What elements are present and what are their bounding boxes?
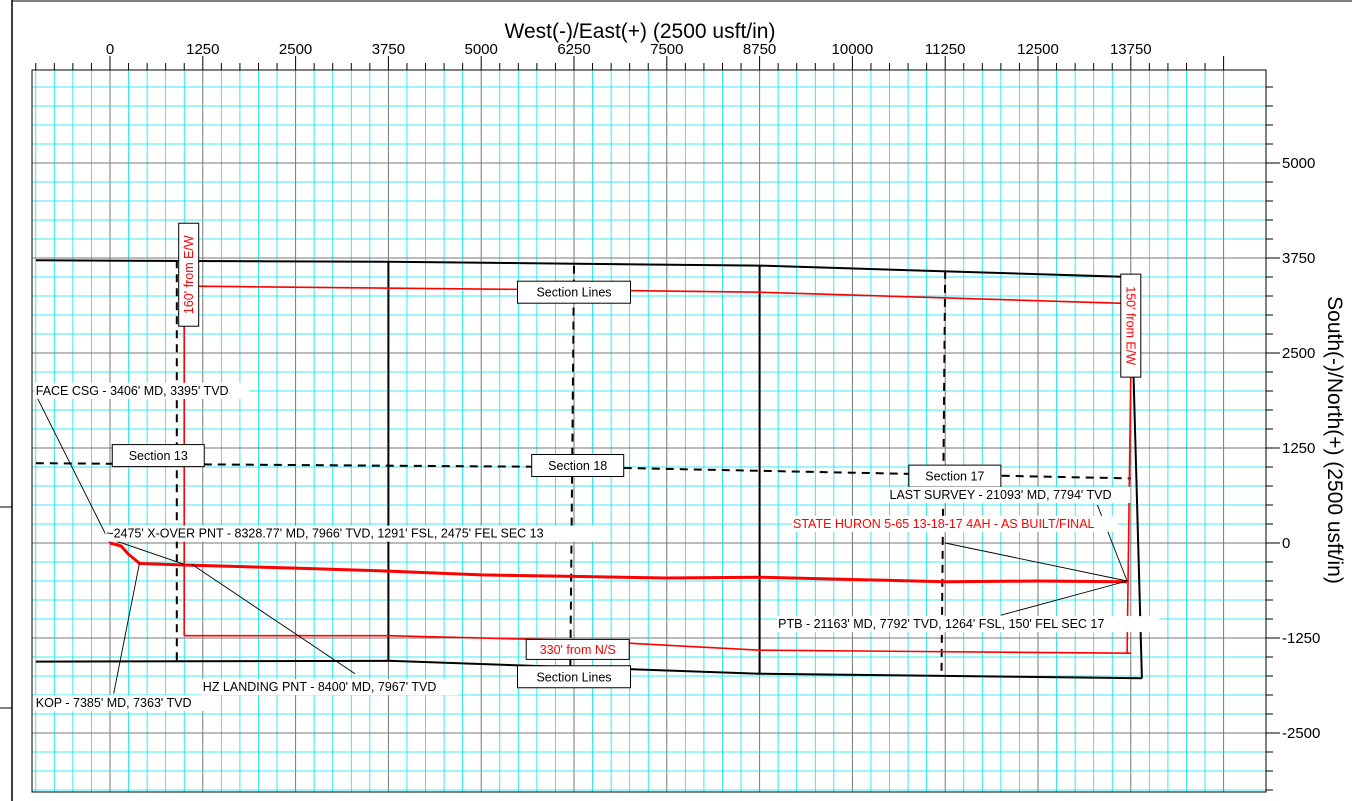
x-tick-label: 5000: [465, 41, 498, 58]
x-tick-label: 7500: [650, 41, 683, 58]
annotation-bg: [777, 616, 1160, 633]
y-tick-label: 3750: [1282, 250, 1315, 267]
section-label-box: [111, 444, 205, 468]
section-label: Section Lines: [536, 670, 611, 684]
x-tick-label: 2500: [279, 41, 312, 58]
setback-label: 160' from E/W: [178, 222, 200, 327]
x-tick-label: 13750: [1110, 41, 1152, 58]
annotation-bg: [34, 695, 214, 712]
x-tick-label: 1250: [186, 41, 219, 58]
leader-line: [1000, 580, 1128, 616]
x-tick-label: 3750: [372, 41, 405, 58]
section-label-box: [531, 453, 625, 477]
section-label: Section 17: [925, 470, 984, 484]
annotation-label: KOP - 7385' MD, 7363' TVD: [36, 696, 192, 710]
section-label: Section 18: [548, 459, 607, 473]
annotation-bg: [105, 525, 607, 542]
y-tick-label: -2500: [1282, 725, 1320, 742]
x-tick-label: 11250: [925, 41, 966, 58]
axes: 0 1250 2500 3750 5000 6250 7500 8750 10000 11250 1…: [35, 41, 1320, 791]
x-tick-label: 0: [106, 41, 114, 58]
section-label: Section 13: [129, 449, 188, 463]
labels: Section Lines Section 13 Section 18 Section…: [34, 222, 1160, 712]
setback-label: 330' from N/S: [525, 638, 630, 660]
annotation-bg: [888, 486, 1131, 503]
annotation-label: LAST SURVEY - 21093' MD, 7794' TVD: [890, 488, 1112, 502]
y-tick-label: 5000: [1282, 155, 1315, 172]
x-tick-label: 8750: [743, 41, 776, 58]
annotation-bg: [34, 382, 249, 399]
leader-line: [35, 394, 111, 544]
setback-label-box: [1120, 273, 1142, 378]
setback-label-box: [525, 638, 630, 660]
wellbore-line: [109, 541, 1128, 584]
setback-line: [1126, 371, 1132, 654]
y-tick-label: 2500: [1282, 345, 1315, 362]
setback-label-box: [178, 222, 200, 327]
setback-label: 150' from E/W: [1120, 273, 1142, 378]
y-tick-label: 1250: [1282, 440, 1315, 457]
x-tick-label: 6250: [557, 41, 590, 58]
setback-line: [184, 285, 1131, 305]
annotation-label: ~2475' X-OVER PNT - 8328.77' MD, 7966' T…: [106, 527, 543, 541]
y-tick-label: 0: [1282, 535, 1290, 552]
leader-line: [106, 537, 185, 565]
plot-title: West(-)/East(+) (2500 usft/in): [505, 20, 776, 43]
leader-line: [945, 542, 1128, 582]
annotation-label: STATE HURON 5-65 13-18-17 4AH - AS BUILT…: [793, 517, 1095, 531]
annotation-bg: [201, 679, 458, 696]
section-line: [35, 259, 1131, 278]
section-label-box: [517, 665, 631, 689]
y-tick-label: -1250: [1282, 630, 1320, 647]
section-label: Section Lines: [536, 286, 611, 300]
annotation-bg: [792, 515, 1119, 532]
annotation-label: PTB - 21163' MD, 7792' TVD, 1264' FSL, 1…: [778, 617, 1104, 631]
leader-line: [113, 561, 141, 694]
annotation-label: HZ LANDING PNT - 8400' MD, 7967' TVD: [203, 680, 437, 694]
setback-label-text: 150' from E/W: [1123, 286, 1137, 365]
section-label-box: [517, 280, 631, 304]
annotation-label: FACE CSG - 3406' MD, 3395' TVD: [36, 384, 229, 398]
wellbore-path: [109, 541, 1128, 584]
leader-line: [191, 563, 356, 675]
plot-area-border: [31, 69, 1267, 793]
setback-label-text: 160' from E/W: [182, 235, 196, 314]
setback-label-text: 330' from N/S: [540, 643, 616, 657]
right-axis-label: South(-)/North(+) (2500 usft/in): [1323, 296, 1346, 584]
x-tick-label: 10000: [832, 41, 874, 58]
x-tick-label: 12500: [1017, 41, 1059, 58]
